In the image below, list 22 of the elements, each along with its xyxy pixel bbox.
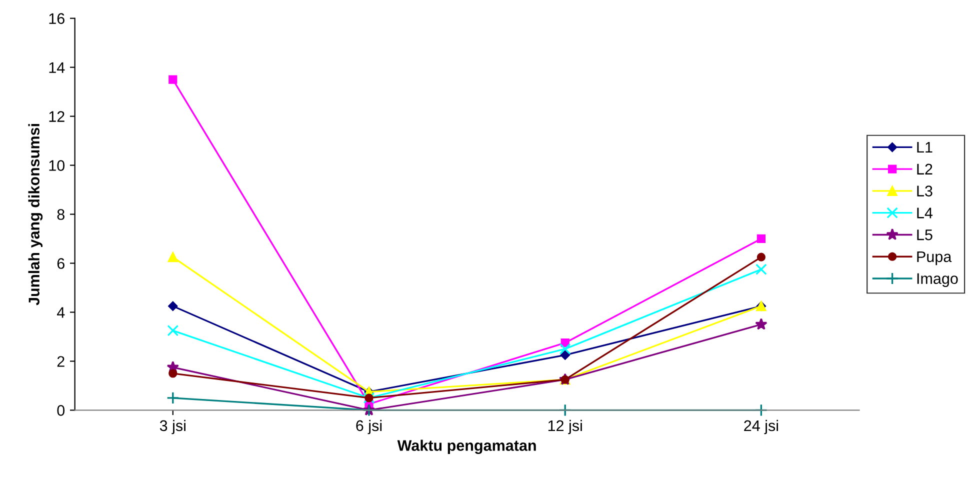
legend-label: L2	[917, 164, 932, 174]
x-tick-label: 3 jsi	[160, 420, 186, 434]
legend-label: L4	[917, 208, 933, 218]
x-tick-label: 24 jsi	[744, 420, 778, 434]
x-tick-label: 12 jsi	[548, 420, 582, 434]
y-tick-label: 0	[57, 405, 65, 416]
legend-label: Pupa	[917, 251, 952, 266]
y-tick-label: 4	[56, 307, 65, 318]
x-tick-label: 6 jsi	[356, 420, 382, 434]
legend-label: Imago	[917, 273, 958, 288]
y-tick-label: 16	[49, 13, 64, 24]
legend-label: L5	[917, 230, 932, 240]
y-tick-label: 8	[57, 209, 64, 220]
y-tick-label: 2	[57, 356, 64, 367]
y-tick-label: 12	[49, 111, 64, 122]
y-tick-label: 10	[49, 160, 65, 171]
y-axis-title: Jumlah yang dikonsumsi	[28, 124, 43, 306]
y-tick-label: 14	[49, 62, 65, 73]
legend-label: L1	[917, 142, 932, 153]
x-axis-title: Waktu pengamatan	[397, 440, 536, 454]
y-tick-label: 6	[57, 258, 64, 269]
legend-label: L3	[917, 186, 932, 196]
